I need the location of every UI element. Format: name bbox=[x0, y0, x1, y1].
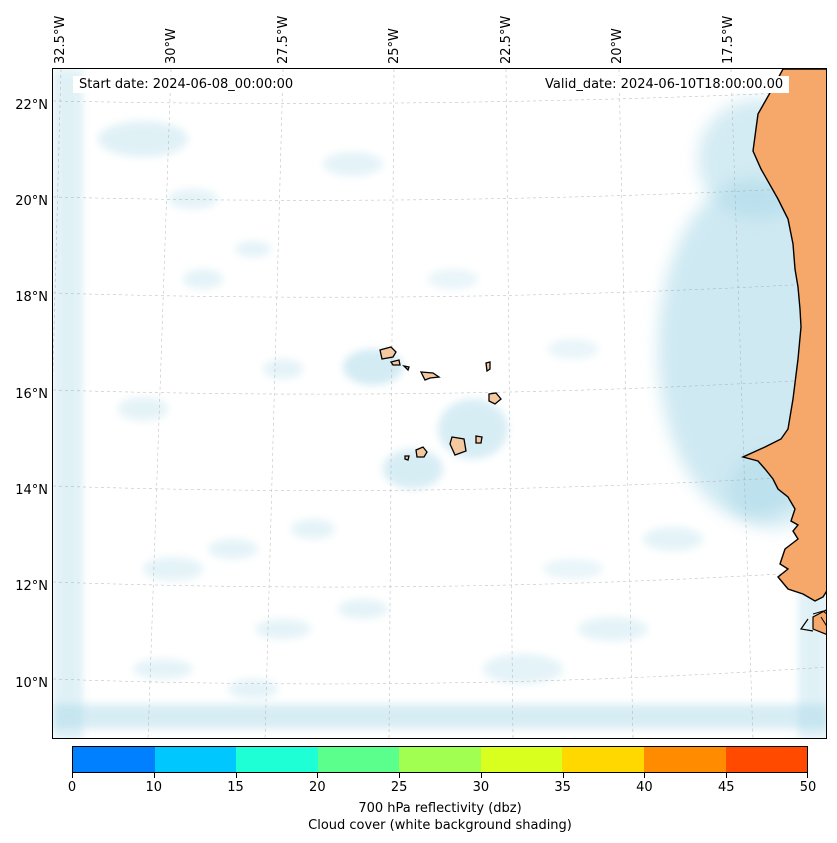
colorbar-tick bbox=[72, 773, 73, 778]
colorbar-tick bbox=[399, 773, 401, 778]
cloud-cover-shading bbox=[53, 69, 826, 738]
colorbar-tick-label: 15 bbox=[227, 780, 244, 795]
start-date-label: Start date: 2024-06-08_00:00:00 bbox=[73, 76, 300, 93]
colorbar-tick bbox=[317, 773, 319, 778]
lat-label: 10°N bbox=[15, 676, 48, 691]
lon-label: 20°W bbox=[610, 28, 625, 64]
colorbar-title: 700 hPa reflectivity (dbz) bbox=[358, 801, 522, 816]
colorbar-tick-label: 20 bbox=[309, 780, 326, 795]
colorbar-tick-label: 50 bbox=[799, 780, 817, 795]
colorbar-tick bbox=[235, 773, 237, 778]
lon-label: 22.5°W bbox=[499, 15, 514, 64]
lat-label: 12°N bbox=[15, 579, 48, 594]
colorbar-tick-label: 45 bbox=[717, 780, 735, 795]
colorbar-segment bbox=[154, 747, 237, 772]
colorbar-tick bbox=[153, 773, 155, 778]
map-frame bbox=[52, 68, 827, 739]
colorbar-segment bbox=[725, 747, 808, 772]
lat-label: 22°N bbox=[15, 98, 48, 113]
lat-label: 18°N bbox=[15, 290, 48, 305]
lon-label: 17.5°W bbox=[721, 15, 736, 64]
colorbar-segment bbox=[643, 747, 726, 772]
lon-label: 27.5°W bbox=[276, 15, 291, 64]
colorbar-tick-label: 25 bbox=[390, 780, 408, 795]
valid-date-label: Valid_date: 2024-06-10T18:00:00.00 bbox=[539, 76, 790, 93]
cape-verde-islands bbox=[379, 346, 502, 461]
colorbar-segment bbox=[73, 747, 155, 772]
colorbar-segment bbox=[480, 747, 563, 772]
lat-label: 16°N bbox=[15, 387, 48, 402]
colorbar-tick-label: 40 bbox=[636, 780, 653, 795]
colorbar-subtitle: Cloud cover (white background shading) bbox=[308, 818, 572, 833]
colorbar-tick-label: 10 bbox=[145, 780, 163, 795]
colorbar-segment bbox=[236, 747, 318, 772]
lon-label: 25°W bbox=[387, 28, 402, 64]
africa-coast bbox=[740, 69, 826, 635]
lon-label: 30°W bbox=[164, 28, 179, 64]
colorbar-tick bbox=[480, 773, 482, 778]
map-canvas bbox=[53, 69, 826, 738]
colorbar-tick-label: 30 bbox=[472, 780, 490, 795]
colorbar-segment bbox=[317, 747, 400, 772]
colorbar-tick bbox=[807, 773, 808, 778]
lon-label: 32.5°W bbox=[53, 15, 68, 64]
lat-label: 20°N bbox=[15, 194, 48, 209]
colorbar-tick-label: 0 bbox=[67, 780, 77, 795]
colorbar-tick bbox=[562, 773, 564, 778]
colorbar-segment bbox=[399, 747, 481, 772]
colorbar-segment bbox=[562, 747, 644, 772]
lat-label: 14°N bbox=[15, 483, 48, 498]
colorbar-tick bbox=[644, 773, 646, 778]
graticule bbox=[53, 69, 826, 738]
colorbar bbox=[72, 746, 808, 773]
colorbar-tick bbox=[726, 773, 728, 778]
colorbar-tick-label: 35 bbox=[554, 780, 571, 795]
